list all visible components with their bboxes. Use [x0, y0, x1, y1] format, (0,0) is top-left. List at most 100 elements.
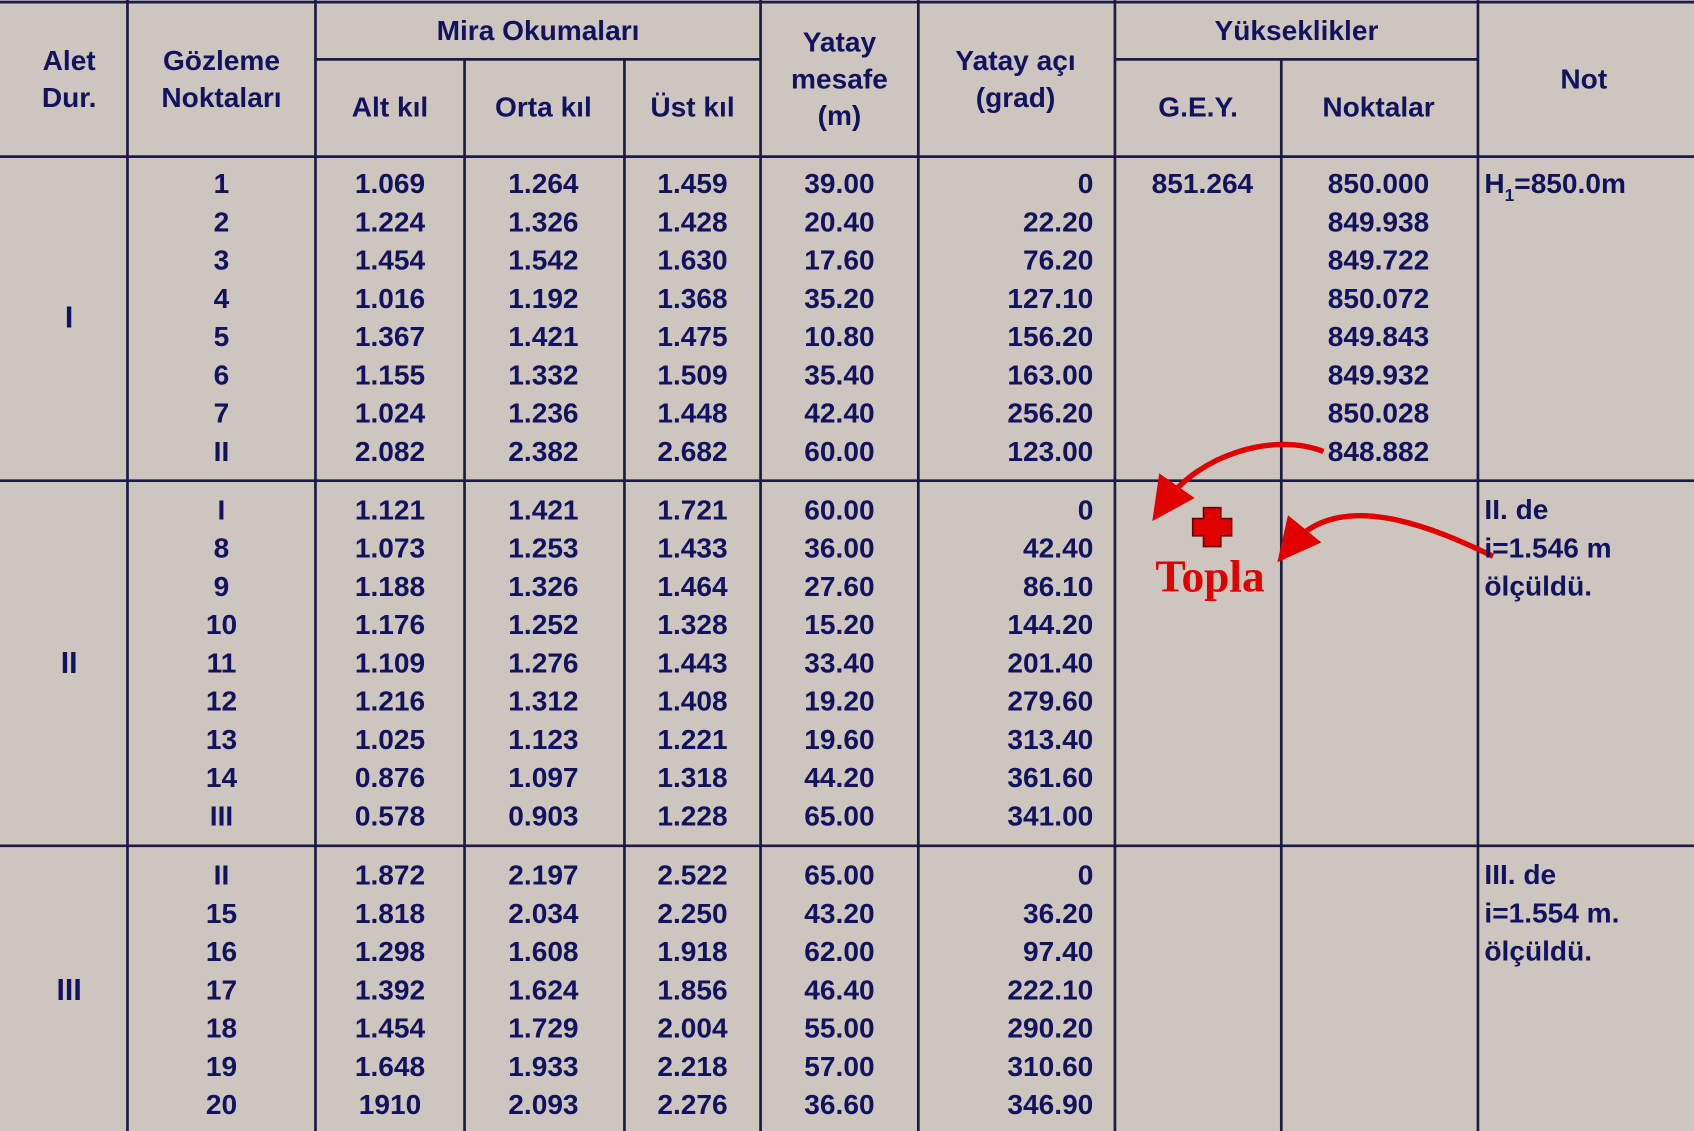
cell: 849.843 — [1328, 321, 1430, 352]
cell: 1.025 — [355, 724, 425, 755]
cell: 1.332 — [508, 359, 578, 390]
cell: 9 — [214, 571, 230, 602]
header-cell: Noktaları — [161, 82, 281, 113]
cell: 6 — [214, 359, 230, 390]
cell: 2.093 — [508, 1089, 578, 1120]
cell: 850.000 — [1328, 168, 1430, 199]
cell: 19.20 — [804, 686, 874, 717]
cell: 1.608 — [508, 936, 578, 967]
cell: 1.318 — [657, 762, 727, 793]
note: i=1.554 m. — [1484, 898, 1619, 929]
cell: 2.034 — [508, 898, 579, 929]
cell: 163.00 — [1007, 359, 1093, 390]
note-part: 1 — [1505, 184, 1515, 204]
cell: 36.00 — [804, 533, 874, 564]
cell: 12 — [206, 686, 237, 717]
cell: 18 — [206, 1013, 237, 1044]
cell: 22.20 — [1023, 206, 1093, 237]
cell: 0 — [1078, 168, 1094, 199]
cell: 43.20 — [804, 898, 874, 929]
cell: 16 — [206, 936, 237, 967]
cell: 15.20 — [804, 609, 874, 640]
cell: 1.121 — [355, 494, 425, 525]
header-cell: Yükseklikler — [1214, 15, 1378, 46]
cell: 1.542 — [508, 245, 578, 276]
annotation-text: Topla — [1155, 552, 1264, 602]
cell: 201.40 — [1007, 647, 1093, 678]
note-part: ölçüldü. — [1484, 936, 1592, 967]
cell: 1.253 — [508, 533, 578, 564]
cell: 46.40 — [804, 974, 874, 1005]
note-part: H — [1484, 168, 1504, 199]
cell: 0.876 — [355, 762, 425, 793]
header-cell: Yatay açı — [955, 45, 1075, 76]
note-part: i=1.554 m. — [1484, 898, 1619, 929]
note: i=1.546 m — [1484, 533, 1611, 564]
cell: II — [214, 436, 230, 467]
cell: 1.933 — [508, 1051, 578, 1082]
cell: 1.312 — [508, 686, 578, 717]
cell: 33.40 — [804, 647, 874, 678]
cell: 3 — [214, 245, 230, 276]
note: II. de — [1484, 494, 1548, 525]
cell: 1.454 — [355, 245, 426, 276]
cell: 1.448 — [657, 398, 727, 429]
cell: 8 — [214, 533, 230, 564]
cell: 1.298 — [355, 936, 425, 967]
cell: 290.20 — [1007, 1013, 1093, 1044]
note-part: II. de — [1484, 494, 1548, 525]
cell: 2 — [214, 206, 230, 237]
header-cell: Gözleme — [163, 45, 280, 76]
cell: 1.459 — [657, 168, 727, 199]
cell: 1.729 — [508, 1013, 578, 1044]
cell: 1.509 — [657, 359, 727, 390]
cell: III — [210, 800, 233, 831]
station: II — [61, 647, 78, 680]
cell: 156.20 — [1007, 321, 1093, 352]
cell: 0 — [1078, 860, 1094, 891]
header-cell: Üst kıl — [650, 92, 734, 123]
cell: 2.682 — [657, 436, 727, 467]
cell: 848.882 — [1328, 436, 1430, 467]
cell: 2.382 — [508, 436, 578, 467]
cell: 1.648 — [355, 1051, 425, 1082]
cell: 27.60 — [804, 571, 874, 602]
cell: 1.016 — [355, 283, 425, 314]
cell: 849.938 — [1328, 206, 1430, 237]
cell: 76.20 — [1023, 245, 1093, 276]
cell: 1.408 — [657, 686, 727, 717]
cell: 42.40 — [1023, 533, 1093, 564]
cell: 65.00 — [804, 800, 874, 831]
cell: 361.60 — [1007, 762, 1093, 793]
station: III — [57, 974, 82, 1007]
cell: 851.264 — [1152, 168, 1254, 199]
cell: 5 — [214, 321, 230, 352]
cell: 1.176 — [355, 609, 425, 640]
cell: 123.00 — [1007, 436, 1093, 467]
cell: 1.073 — [355, 533, 425, 564]
cell: 36.60 — [804, 1089, 874, 1120]
header-cell: Not — [1560, 63, 1607, 94]
cell: 4 — [214, 283, 230, 314]
cell: 19 — [206, 1051, 237, 1082]
cell: 7 — [214, 398, 230, 429]
cell: 1.221 — [657, 724, 727, 755]
cell: 60.00 — [804, 494, 874, 525]
cell: 144.20 — [1007, 609, 1093, 640]
cell: 1.109 — [355, 647, 425, 678]
cell: 2.250 — [657, 898, 727, 929]
cell: 17 — [206, 974, 237, 1005]
header-cell: Yatay — [803, 27, 877, 58]
cell: 2.276 — [657, 1089, 727, 1120]
cell: 15 — [206, 898, 237, 929]
note-part: ölçüldü. — [1484, 571, 1592, 602]
cell: 1.252 — [508, 609, 578, 640]
cell: 1.069 — [355, 168, 425, 199]
cell: 1.192 — [508, 283, 578, 314]
cell: 10 — [206, 609, 237, 640]
cell: 20 — [206, 1089, 237, 1120]
cell: 42.40 — [804, 398, 874, 429]
cell: 1.024 — [355, 398, 426, 429]
cell: 97.40 — [1023, 936, 1093, 967]
